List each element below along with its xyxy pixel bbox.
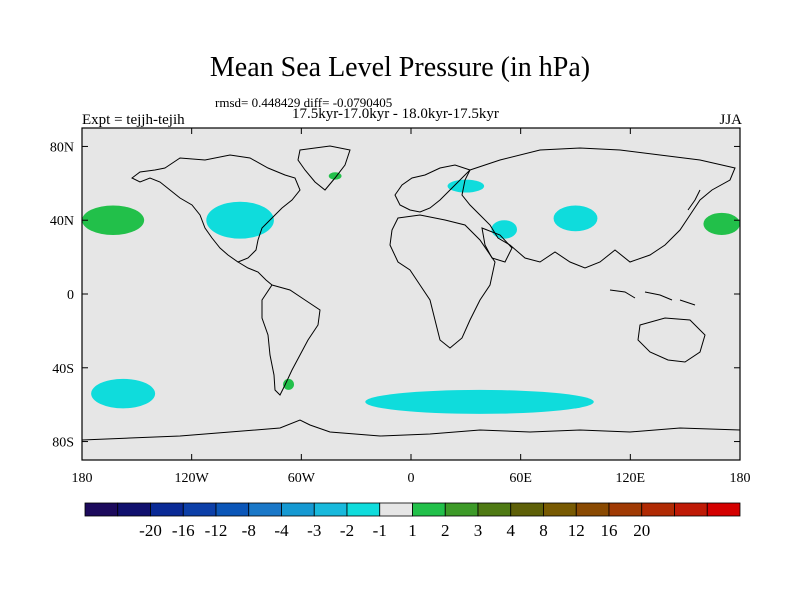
- colorbar-swatch: [346, 502, 381, 517]
- colorbar-swatch: [641, 502, 675, 517]
- anomaly-middle-east-negative: [491, 220, 518, 239]
- stats-line: rmsd= 0.448429 diff= -0.0790405: [215, 95, 393, 110]
- colorbar-label: -4: [274, 521, 289, 540]
- anomaly-southern-ocean-negative: [365, 389, 594, 414]
- colorbar-label: -3: [307, 521, 321, 540]
- colorbar-label: -12: [205, 521, 228, 540]
- anomaly-north-america-negative: [206, 201, 274, 239]
- colorbar-swatch: [117, 502, 151, 517]
- colorbar-swatch: [543, 502, 577, 517]
- anomaly-north-pacific-west-positive: [82, 205, 145, 235]
- period-line: 17.5kyr-17.0kyr - 18.0kyr-17.5kyr: [292, 106, 499, 122]
- colorbar-label: -1: [373, 521, 387, 540]
- colorbar-label: -20: [139, 521, 162, 540]
- colorbar-label: 12: [568, 521, 585, 540]
- colorbar-swatch: [281, 502, 315, 517]
- colorbar-swatch: [477, 502, 512, 517]
- y-tick-label: 80N: [50, 140, 74, 155]
- y-tick-label: 40N: [50, 214, 74, 229]
- x-tick-label: 120E: [616, 471, 646, 486]
- x-tick-label: 180: [730, 471, 751, 486]
- colorbar-swatch: [313, 502, 348, 517]
- anomaly-central-asia-negative: [553, 205, 598, 232]
- colorbar-label: -8: [242, 521, 256, 540]
- anomaly-patagonia-positive: [283, 378, 295, 390]
- x-tick-label: 120W: [175, 471, 210, 486]
- experiment-label: Expt = tejjh-tejih: [82, 112, 185, 128]
- colorbar-swatch: [150, 502, 184, 517]
- colorbar-swatch: [248, 502, 282, 517]
- colorbar-label: 1: [408, 521, 417, 540]
- colorbar-label: -2: [340, 521, 354, 540]
- colorbar-label: 2: [441, 521, 450, 540]
- colorbar-swatch: [510, 502, 544, 517]
- x-tick-label: 0: [408, 471, 415, 486]
- y-tick-label: 80S: [52, 436, 74, 451]
- y-tick-label: 0: [67, 288, 74, 303]
- anomaly-south-pacific-negative: [91, 378, 156, 409]
- x-tick-label: 60E: [509, 471, 532, 486]
- coastlines: [82, 145, 740, 441]
- colorbar-label: 4: [507, 521, 516, 540]
- colorbar-swatch: [215, 502, 250, 517]
- x-tick-label: 180: [72, 471, 93, 486]
- colorbar-swatch: [706, 502, 741, 517]
- colorbar-label: -16: [172, 521, 195, 540]
- x-tick-label: 60W: [288, 471, 316, 486]
- colorbar-swatch: [444, 502, 479, 517]
- axis-ticks: 180 120W 60W 0 60E 120E 180 80N 40N 0 40S 80S: [50, 128, 751, 486]
- colorbar-swatch: [575, 502, 610, 517]
- map-title: Mean Sea Level Pressure (in hPa): [209, 52, 591, 83]
- colorbar-swatch: [608, 502, 643, 517]
- anomaly-north-pacific-east-positive: [703, 212, 740, 235]
- colorbar-swatch: [182, 502, 217, 517]
- colorbar-swatch: [674, 502, 708, 517]
- colorbar-swatch: [412, 502, 446, 517]
- anomaly-layer: [82, 172, 740, 414]
- colorbar-swatch: [379, 502, 413, 517]
- colorbar: -20 -16 -12 -8 -4 -3 -2 -1 1 2 3 4 8 12 16 20: [84, 502, 741, 540]
- colorbar-label: 3: [474, 521, 483, 540]
- colorbar-swatch: [84, 502, 119, 517]
- y-tick-label: 40S: [52, 362, 74, 377]
- colorbar-label: 20: [633, 521, 650, 540]
- colorbar-label: 16: [601, 521, 618, 540]
- season-label: JJA: [719, 112, 742, 128]
- colorbar-label: 8: [539, 521, 548, 540]
- anomaly-siberia-negative: [447, 179, 485, 193]
